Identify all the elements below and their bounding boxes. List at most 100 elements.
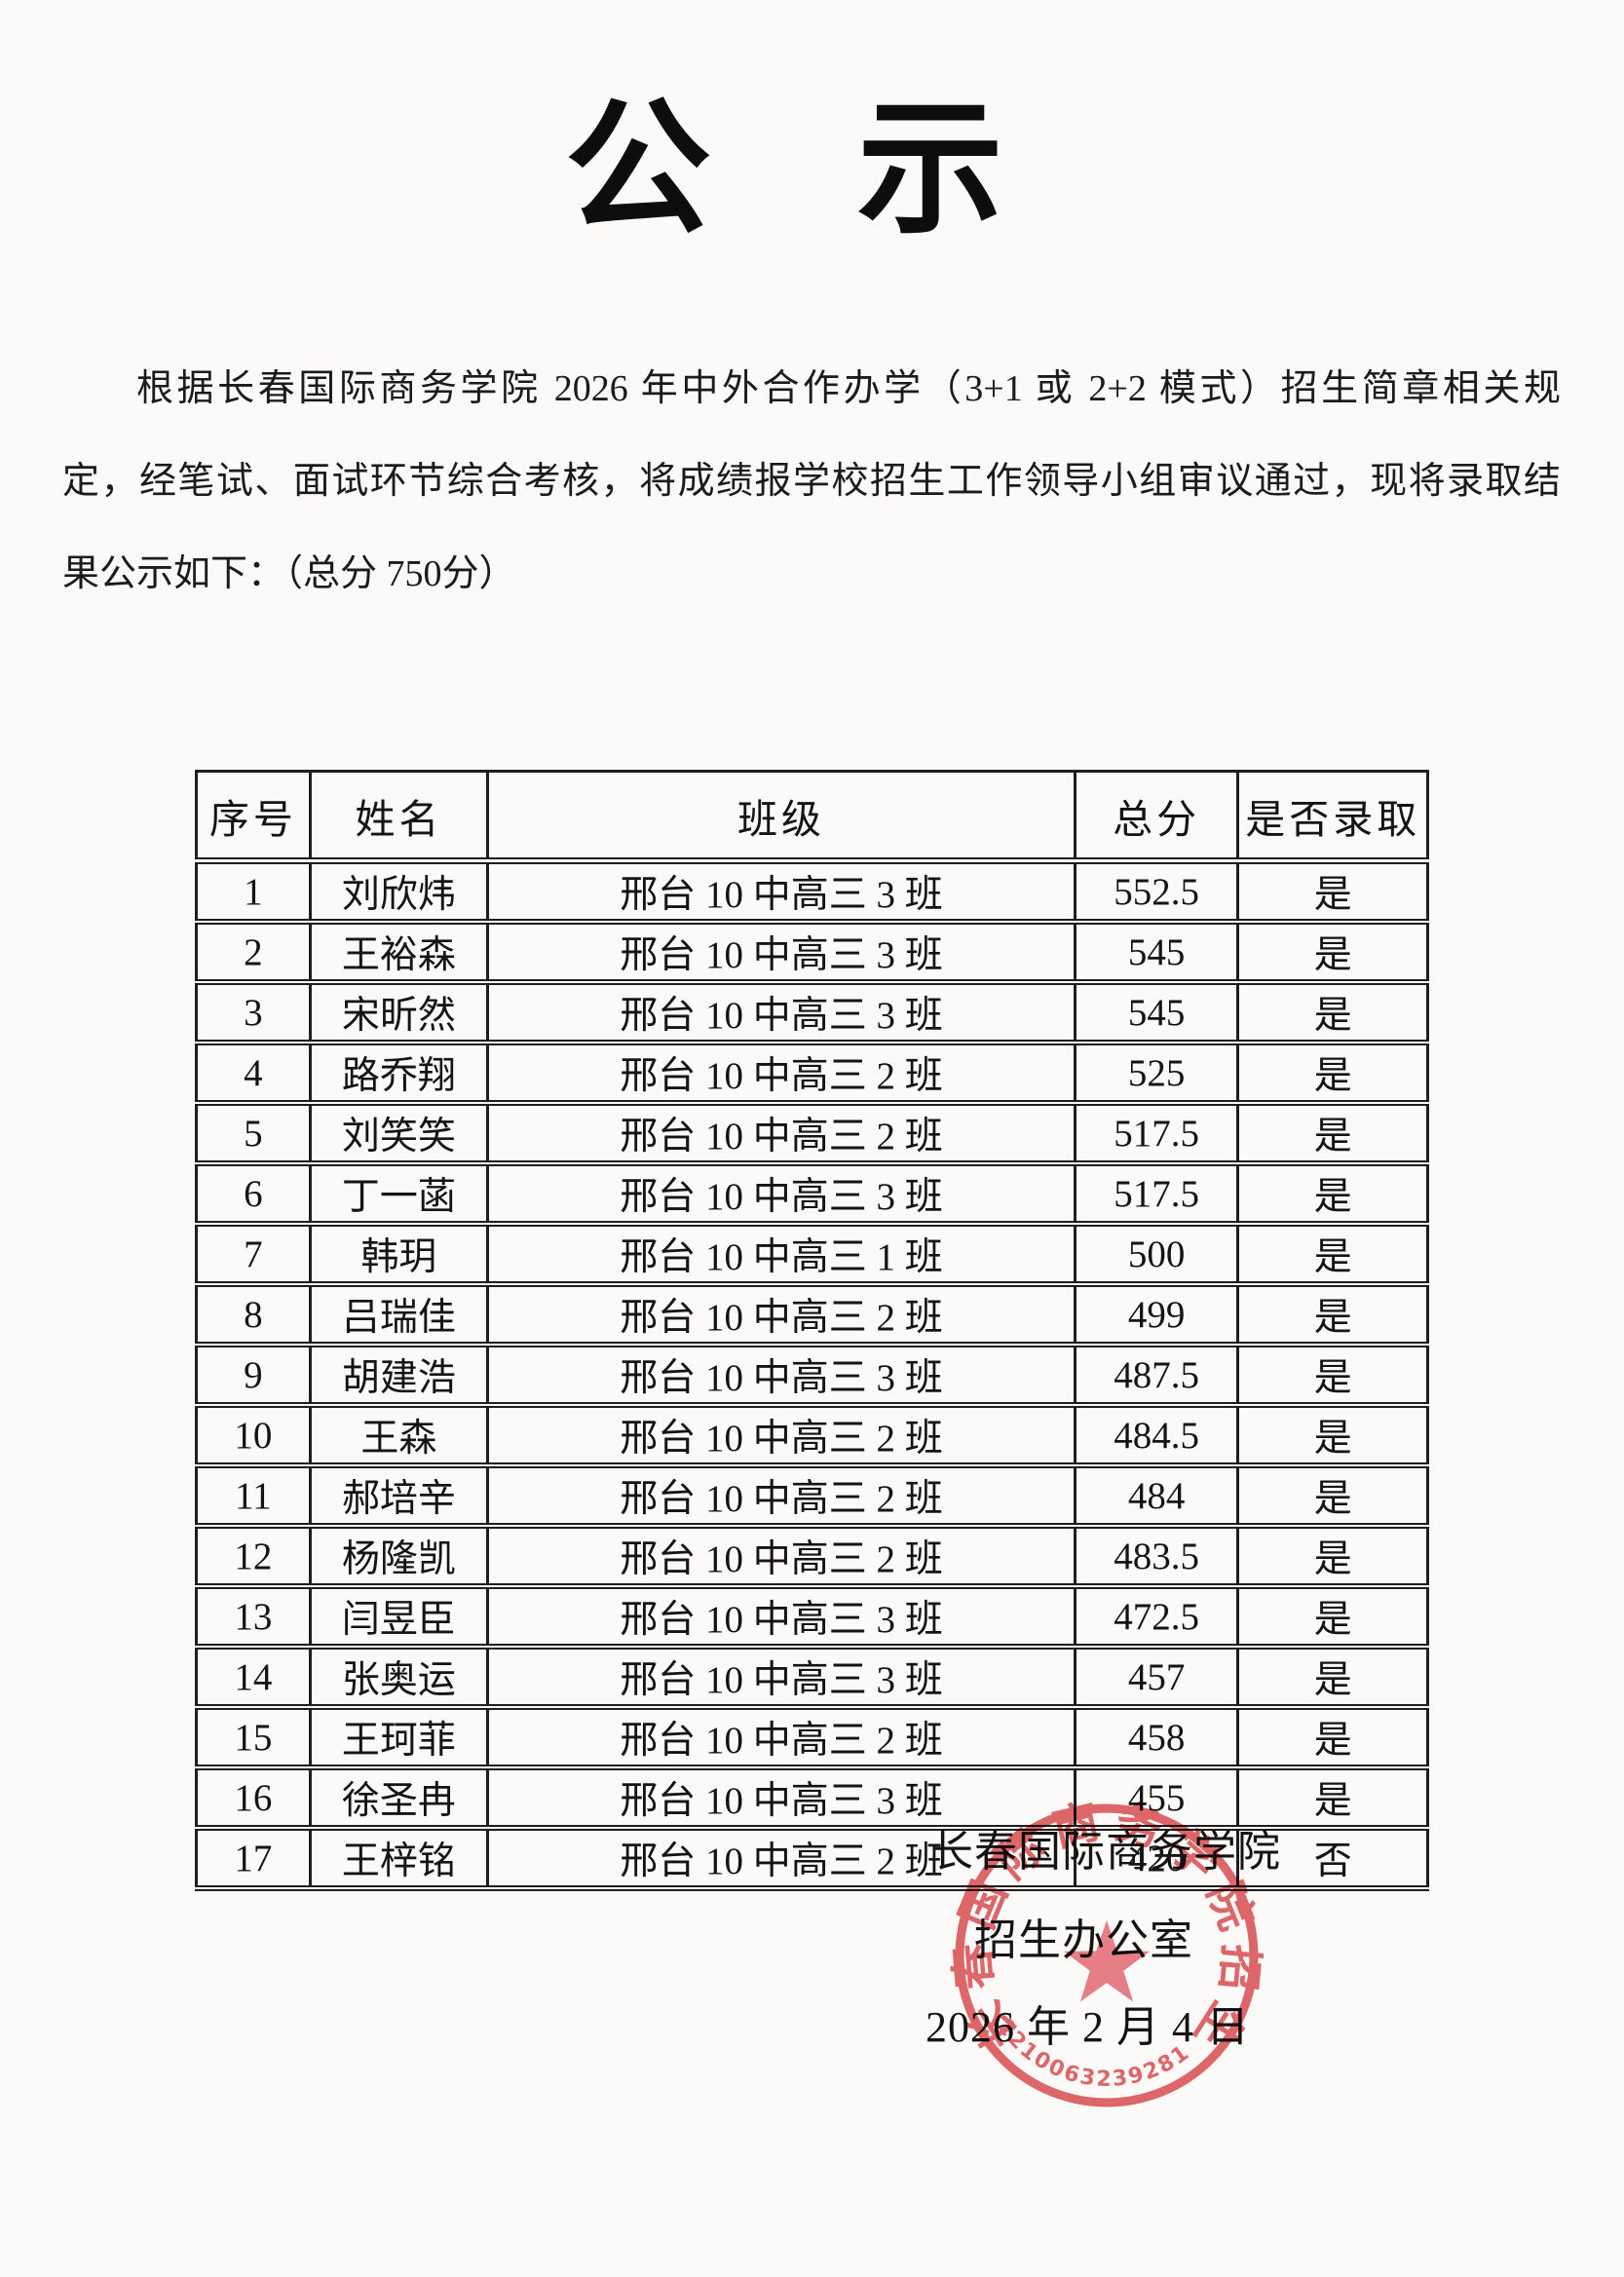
cell-admitted: 是 xyxy=(1236,1100,1429,1166)
cell-score: 545 xyxy=(1073,919,1240,985)
cell-class: 邢台 10 中高三 2 班 xyxy=(486,1704,1076,1770)
cell-class: 邢台 10 中高三 3 班 xyxy=(486,1160,1076,1227)
cell-admitted: 是 xyxy=(1236,1402,1429,1468)
cell-admitted: 是 xyxy=(1236,857,1429,925)
table-row: 2 王裕森 邢台 10 中高三 3 班 545 是 xyxy=(195,919,1429,985)
table-row: 15 王珂菲 邢台 10 中高三 2 班 458 是 xyxy=(195,1704,1429,1770)
cell-index: 4 xyxy=(195,1040,312,1106)
cell-admitted: 是 xyxy=(1236,1583,1429,1650)
cell-index: 9 xyxy=(195,1342,312,1408)
cell-admitted: 是 xyxy=(1236,979,1429,1045)
header-cell-index: 序号 xyxy=(195,770,312,864)
cell-admitted: 是 xyxy=(1236,1281,1429,1347)
cell-class: 邢台 10 中高三 2 班 xyxy=(486,1523,1076,1589)
cell-class: 邢台 10 中高三 2 班 xyxy=(486,1040,1076,1106)
table-row: 13 闫昱臣 邢台 10 中高三 3 班 472.5 是 xyxy=(195,1583,1429,1650)
cell-score: 457 xyxy=(1073,1644,1240,1710)
cell-class: 邢台 10 中高三 3 班 xyxy=(486,857,1076,925)
table-body: 1 刘欣炜 邢台 10 中高三 3 班 552.5 是 2 王裕森 邢台 10 … xyxy=(195,857,1429,1891)
cell-score: 487.5 xyxy=(1073,1342,1240,1408)
cell-class: 邢台 10 中高三 2 班 xyxy=(486,1100,1076,1166)
cell-class: 邢台 10 中高三 1 班 xyxy=(486,1221,1076,1287)
table-row: 7 韩玥 邢台 10 中高三 1 班 500 是 xyxy=(195,1221,1429,1287)
cell-index: 15 xyxy=(195,1704,312,1770)
cell-score: 472.5 xyxy=(1073,1583,1240,1650)
cell-score: 458 xyxy=(1073,1704,1240,1770)
cell-index: 3 xyxy=(195,979,312,1045)
cell-name: 刘笑笑 xyxy=(308,1100,490,1166)
cell-class: 邢台 10 中高三 2 班 xyxy=(486,1402,1076,1468)
cell-index: 13 xyxy=(195,1583,312,1650)
cell-name: 韩玥 xyxy=(308,1221,490,1287)
cell-admitted: 是 xyxy=(1236,1342,1429,1408)
cell-score: 545 xyxy=(1073,979,1240,1045)
cell-admitted: 否 xyxy=(1236,1825,1429,1891)
cell-class: 邢台 10 中高三 3 班 xyxy=(486,1342,1076,1408)
cell-class: 邢台 10 中高三 3 班 xyxy=(486,1583,1076,1650)
paragraph-line: 定，经笔试、面试环节综合考核，将成绩报学校招生工作领导小组审议通过，现将录取结 xyxy=(62,461,1561,502)
cell-score: 500 xyxy=(1073,1221,1240,1287)
paragraph-line: 果公示如下：（总分 750分） xyxy=(62,553,516,594)
cell-name: 王森 xyxy=(308,1402,490,1468)
paragraph-line: 根据长春国际商务学院 2026 年中外合作办学（3+1 或 2+2 模式）招生简… xyxy=(136,368,1561,409)
header-cell-score: 总分 xyxy=(1073,770,1240,864)
cell-class: 邢台 10 中高三 3 班 xyxy=(486,919,1076,985)
header-cell-class: 班级 xyxy=(486,770,1076,864)
cell-score: 525 xyxy=(1073,1040,1240,1106)
cell-admitted: 是 xyxy=(1236,1704,1429,1770)
cell-name: 王梓铭 xyxy=(308,1825,490,1891)
cell-index: 11 xyxy=(195,1462,312,1529)
cell-name: 胡建浩 xyxy=(308,1342,490,1408)
header-cell-name: 姓名 xyxy=(308,770,490,864)
table-row: 3 宋昕然 邢台 10 中高三 3 班 545 是 xyxy=(195,979,1429,1045)
cell-score: 499 xyxy=(1073,1281,1240,1347)
cell-score: 552.5 xyxy=(1073,857,1240,925)
cell-index: 1 xyxy=(195,857,312,925)
cell-class: 邢台 10 中高三 3 班 xyxy=(486,1644,1076,1710)
intro-paragraph: 根据长春国际商务学院 2026 年中外合作办学（3+1 或 2+2 模式）招生简… xyxy=(62,343,1561,621)
table-row: 14 张奥运 邢台 10 中高三 3 班 457 是 xyxy=(195,1644,1429,1710)
cell-name: 吕瑞佳 xyxy=(308,1281,490,1347)
cell-index: 8 xyxy=(195,1281,312,1347)
table-row: 12 杨隆凯 邢台 10 中高三 2 班 483.5 是 xyxy=(195,1523,1429,1589)
cell-name: 刘欣炜 xyxy=(308,857,490,925)
cell-score: 483.5 xyxy=(1073,1523,1240,1589)
results-table: 序号 姓名 班级 总分 是否录取 1 刘欣炜 邢台 10 中高三 3 班 552… xyxy=(195,770,1429,1891)
cell-name: 闫昱臣 xyxy=(308,1583,490,1650)
table-row: 1 刘欣炜 邢台 10 中高三 3 班 552.5 是 xyxy=(195,857,1429,925)
cell-index: 12 xyxy=(195,1523,312,1589)
seal-star-icon xyxy=(1064,1919,1151,2002)
table-row: 11 郝培辛 邢台 10 中高三 2 班 484 是 xyxy=(195,1462,1429,1529)
cell-index: 16 xyxy=(195,1765,312,1831)
table-row: 4 路乔翔 邢台 10 中高三 2 班 525 是 xyxy=(195,1040,1429,1106)
cell-admitted: 是 xyxy=(1236,1523,1429,1589)
page-title: 公 示 xyxy=(564,90,1003,251)
cell-index: 14 xyxy=(195,1644,312,1710)
cell-admitted: 是 xyxy=(1236,1462,1429,1529)
cell-class: 邢台 10 中高三 3 班 xyxy=(486,979,1076,1045)
table-row: 5 刘笑笑 邢台 10 中高三 2 班 517.5 是 xyxy=(195,1100,1429,1166)
cell-name: 张奥运 xyxy=(308,1644,490,1710)
cell-admitted: 是 xyxy=(1236,1221,1429,1287)
cell-name: 丁一菡 xyxy=(308,1160,490,1227)
cell-index: 17 xyxy=(195,1825,312,1891)
table-row: 6 丁一菡 邢台 10 中高三 3 班 517.5 是 xyxy=(195,1160,1429,1227)
table-header-row: 序号 姓名 班级 总分 是否录取 xyxy=(195,770,1429,864)
cell-name: 王裕森 xyxy=(308,919,490,985)
cell-score: 484 xyxy=(1073,1462,1240,1529)
cell-name: 杨隆凯 xyxy=(308,1523,490,1589)
official-seal: 长春国际商务学院招生 2210063239281 xyxy=(950,1799,1264,2107)
cell-index: 2 xyxy=(195,919,312,985)
cell-score: 420 xyxy=(1073,1825,1240,1891)
cell-name: 郝培辛 xyxy=(308,1462,490,1529)
cell-name: 宋昕然 xyxy=(308,979,490,1045)
seal-ring xyxy=(955,1803,1259,2107)
cell-admitted: 是 xyxy=(1236,1765,1429,1831)
cell-index: 7 xyxy=(195,1221,312,1287)
table-row: 9 胡建浩 邢台 10 中高三 3 班 487.5 是 xyxy=(195,1342,1429,1408)
cell-score: 517.5 xyxy=(1073,1160,1240,1227)
cell-name: 王珂菲 xyxy=(308,1704,490,1770)
cell-class: 邢台 10 中高三 2 班 xyxy=(486,1462,1076,1529)
cell-admitted: 是 xyxy=(1236,919,1429,985)
